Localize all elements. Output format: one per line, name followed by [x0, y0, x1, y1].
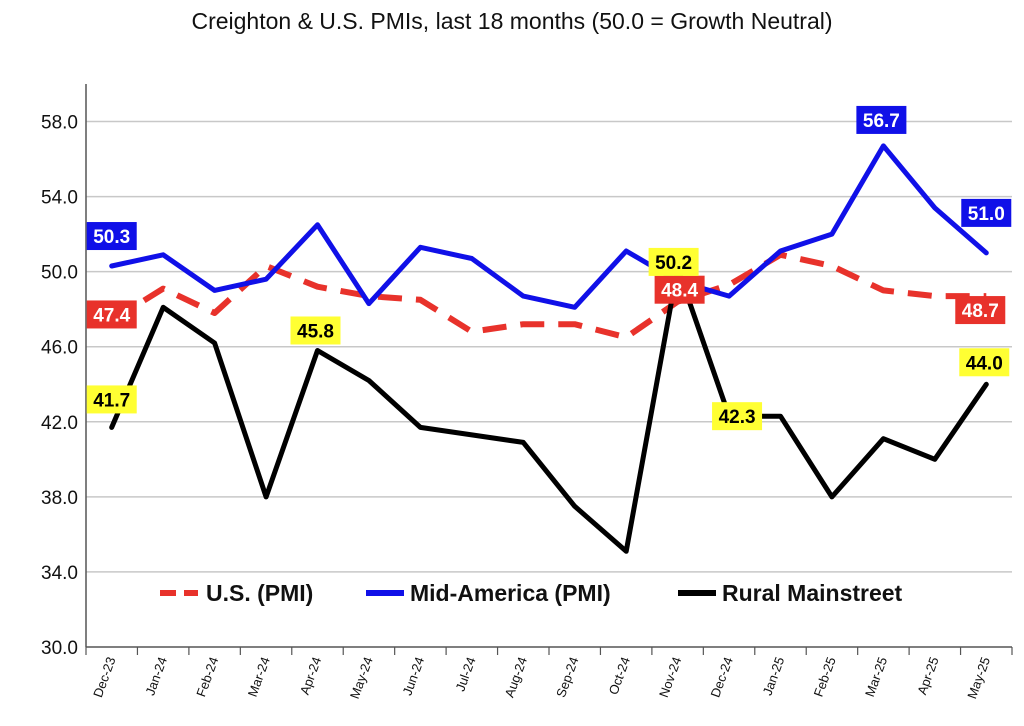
- x-tick-label: Apr-24: [297, 655, 324, 697]
- data-label: 48.7: [962, 301, 999, 322]
- data-label-box: [856, 105, 907, 134]
- x-tick-label: Sep-24: [553, 655, 581, 700]
- series-line-rural-mainstreet: [109, 265, 989, 554]
- x-tick-label: Jul-24: [452, 655, 478, 693]
- data-label: 47.4: [93, 305, 130, 326]
- x-tick-label: Jan-25: [760, 655, 788, 697]
- data-label-box: [648, 247, 699, 276]
- legend-label: Rural Mainstreet: [722, 580, 903, 606]
- y-tick-label: 38.0: [41, 488, 78, 509]
- x-tick-label: Nov-24: [656, 655, 684, 700]
- y-axis-ticks: 30.0 34.0 38.0 42.0 46.0 50.0 54.0 58.0: [41, 113, 78, 659]
- x-tick-label: Mar-25: [862, 655, 890, 699]
- x-axis-ticks: Dec-23 Jan-24 Feb-24 Mar-24 Apr-24 May-24 Jun-…: [90, 655, 993, 701]
- data-label: 44.0: [966, 353, 1003, 374]
- x-tick-label: Apr-25: [914, 655, 941, 697]
- y-tick-label: 54.0: [41, 188, 78, 209]
- y-tick-label: 42.0: [41, 413, 78, 434]
- data-label: 45.8: [297, 321, 334, 342]
- y-tick-label: 58.0: [41, 113, 78, 134]
- x-tick-label: Jun-24: [400, 655, 428, 697]
- series-line-u-s-pmi: [110, 251, 987, 341]
- y-tick-label: 46.0: [41, 338, 78, 359]
- x-tick-label: Dec-24: [707, 655, 735, 700]
- data-label-box: [86, 385, 137, 414]
- y-tick-label: 34.0: [41, 563, 78, 584]
- legend-label: U.S. (PMI): [206, 580, 313, 606]
- x-tick-label: May-25: [964, 655, 993, 701]
- data-label-box: [959, 348, 1010, 377]
- legend: U.S. (PMI) Mid-America (PMI) Rural Mainstr…: [160, 580, 903, 606]
- data-label-box: [712, 402, 763, 431]
- data-label: 41.7: [93, 390, 130, 411]
- data-label-box: [290, 316, 341, 345]
- series-line-mid-america-pmi: [109, 143, 989, 310]
- data-label-box: [955, 296, 1006, 325]
- series-lines: [109, 143, 989, 554]
- x-tick-label: Oct-24: [606, 655, 633, 697]
- gridlines: [86, 120, 1012, 573]
- data-label-box: [961, 198, 1012, 227]
- data-label-box: [86, 300, 137, 329]
- x-tick-label: Feb-25: [811, 655, 839, 699]
- y-tick-label: 30.0: [41, 638, 78, 659]
- data-label: 51.0: [968, 204, 1005, 225]
- x-tick-label: Mar-24: [245, 655, 273, 699]
- y-tick-label: 50.0: [41, 263, 78, 284]
- x-tick-label: Jan-24: [142, 655, 170, 697]
- data-label: 42.3: [719, 407, 756, 428]
- legend-label: Mid-America (PMI): [410, 580, 611, 606]
- x-tick-label: Feb-24: [193, 655, 221, 699]
- axes: [85, 84, 1013, 655]
- x-tick-label: Aug-24: [502, 655, 530, 700]
- data-labels: 47.4 48.4 48.7 50.3 56.7 51.0 41.7 45.8 50.2 42.3…: [86, 105, 1012, 431]
- x-tick-label: May-24: [347, 655, 376, 701]
- x-tick-label: Dec-23: [90, 655, 118, 700]
- data-label: 50.3: [93, 227, 130, 248]
- data-label-box: [654, 275, 705, 304]
- data-label-box: [86, 222, 137, 251]
- data-label: 56.7: [863, 111, 900, 132]
- chart-title: Creighton & U.S. PMIs, last 18 months (5…: [191, 8, 833, 34]
- data-label: 48.4: [661, 281, 698, 302]
- data-label: 50.2: [655, 253, 692, 274]
